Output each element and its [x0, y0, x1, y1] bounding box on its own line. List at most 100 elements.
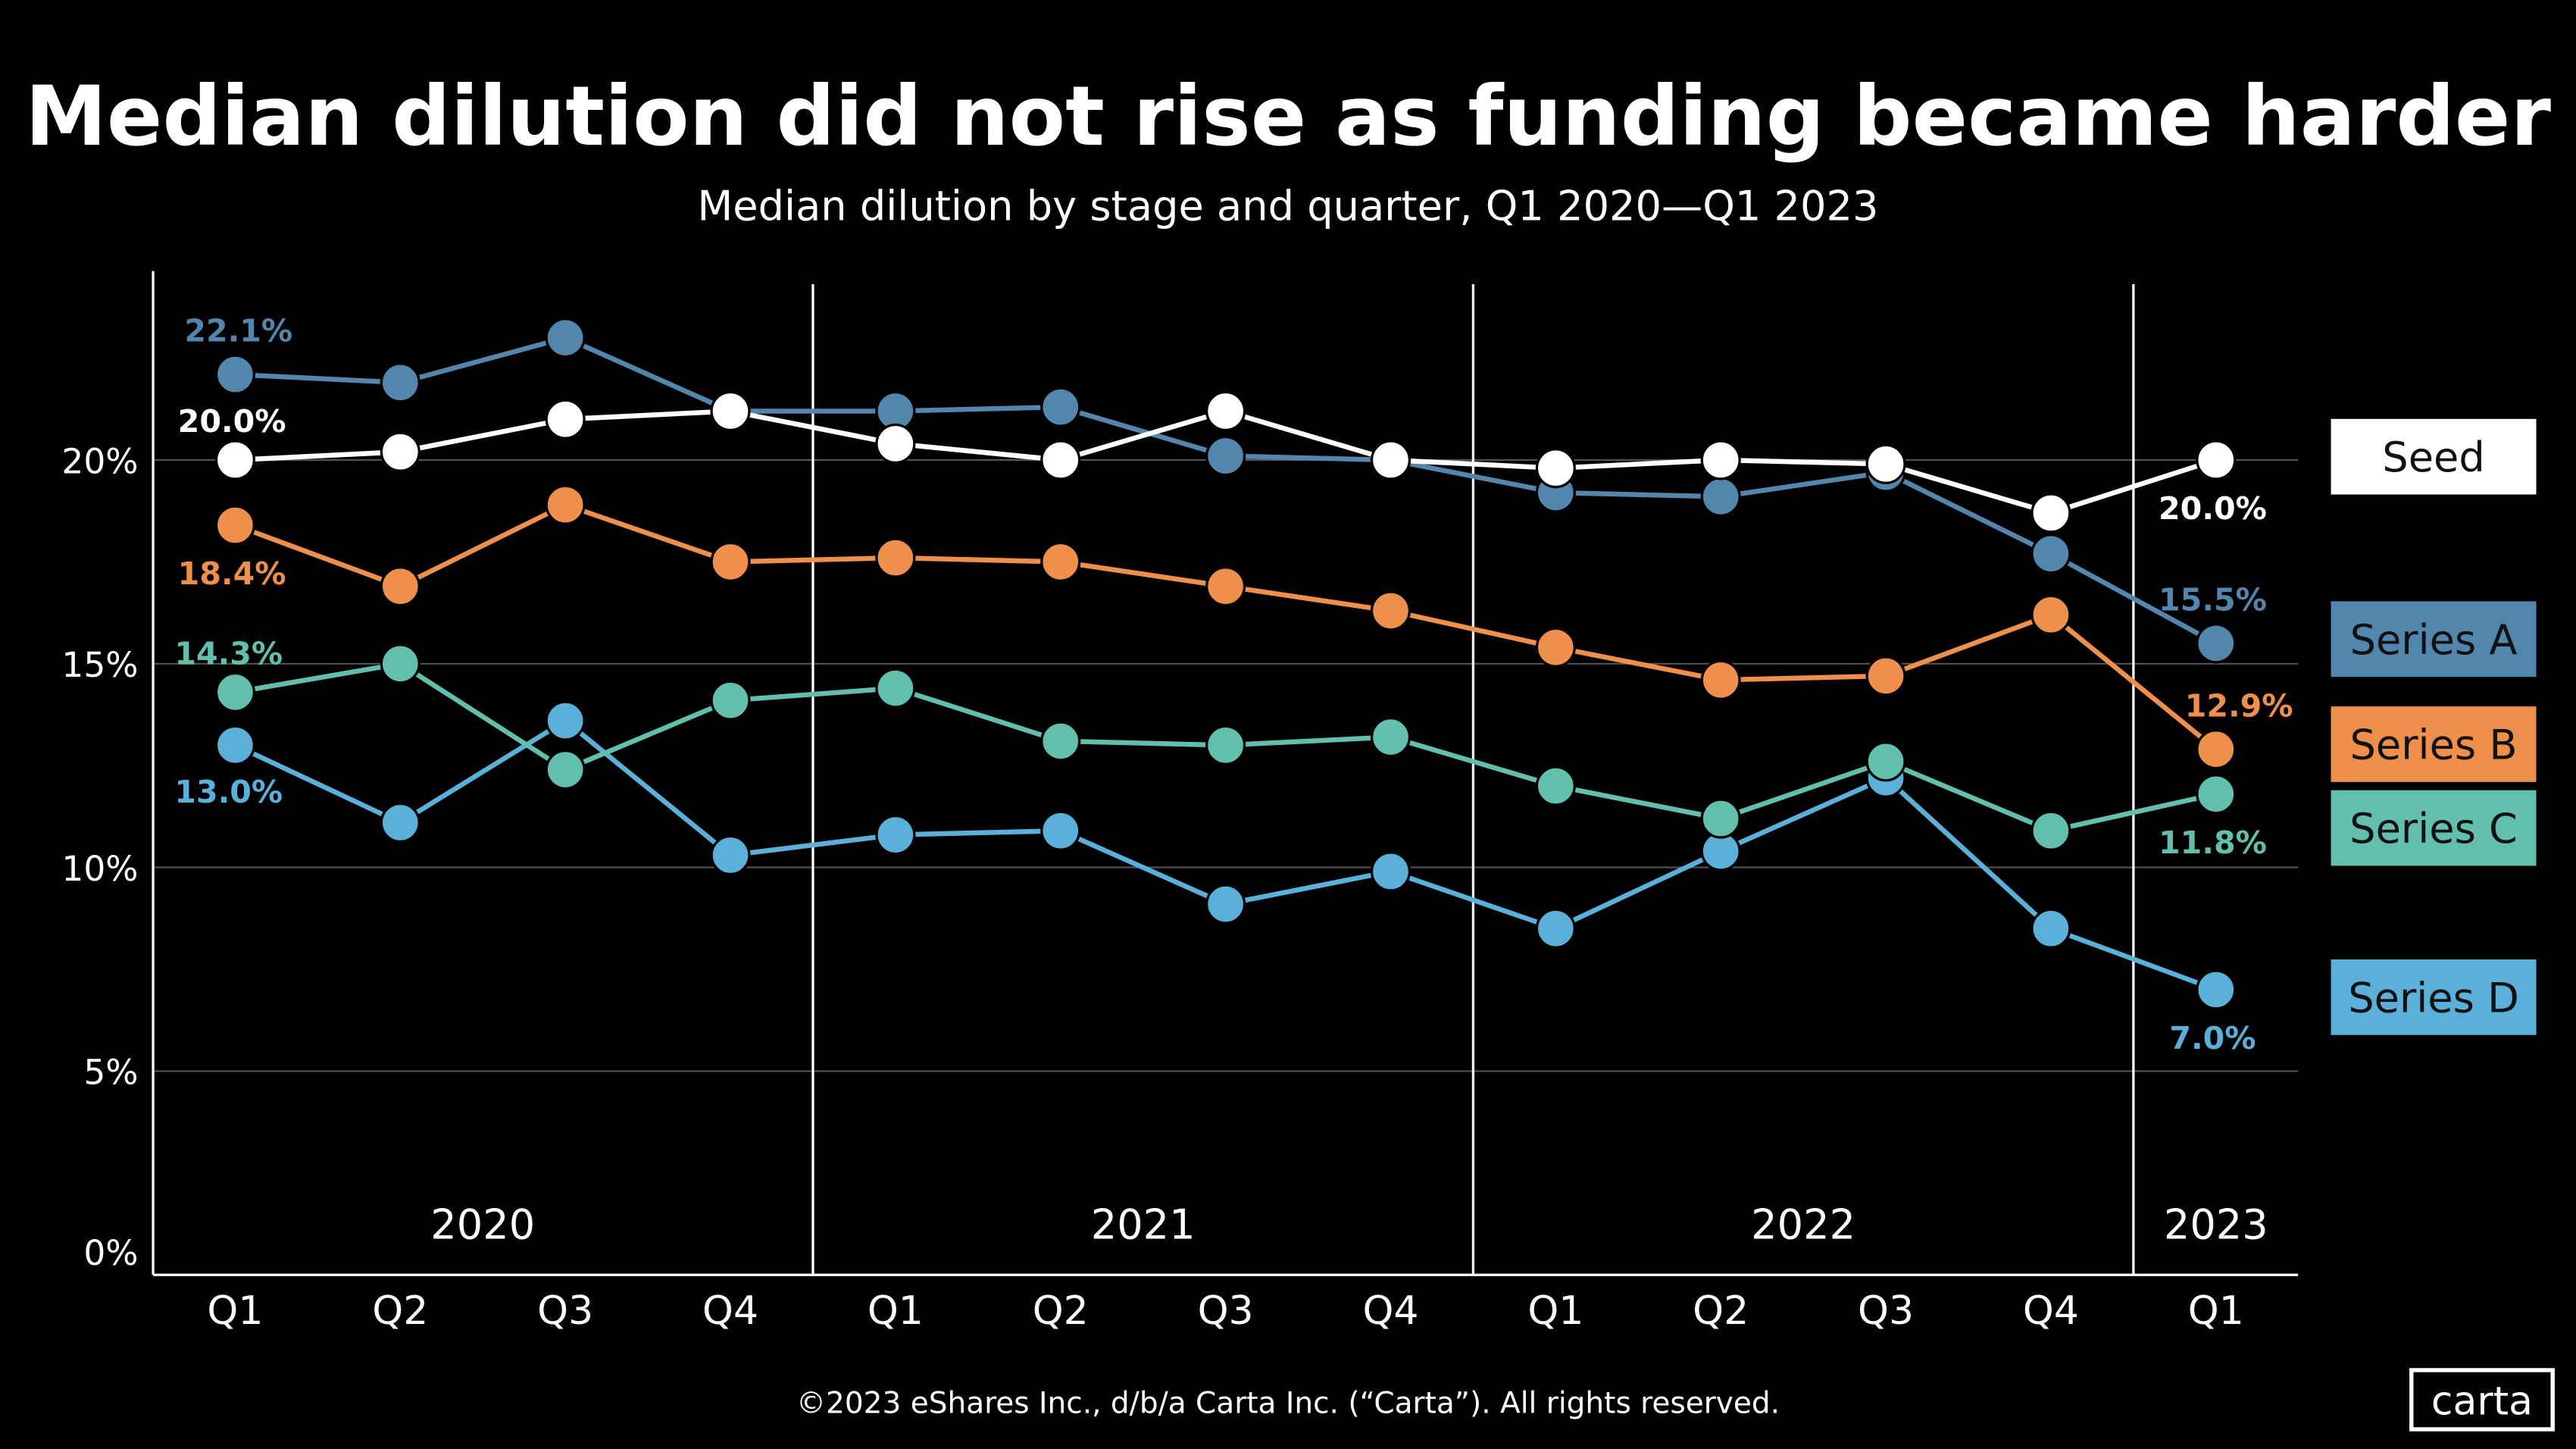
x-tick-labels: Q1 Q2 Q3 Q4 Q1 Q2 Q3 Q4 Q1 Q2 Q3 Q4 Q1: [207, 1288, 2243, 1334]
data-label-series-b: 12.9%: [2185, 687, 2293, 724]
x-tick-label: Q2: [1693, 1288, 1749, 1334]
data-point-series-a: [1040, 387, 1081, 427]
legend: Series A Seed Series B Series C Series D: [2331, 418, 2537, 1035]
carta-logo-text: carta: [2431, 1379, 2533, 1424]
year-label: 2023: [2164, 1201, 2268, 1249]
series-series-b: [214, 484, 2237, 770]
legend-label-seed: Seed: [2382, 433, 2484, 481]
data-label-series-b: 18.4%: [178, 556, 286, 592]
data-point-series-b: [1865, 656, 1906, 696]
data-point-series-c: [1205, 724, 1246, 765]
data-point-series-d: [1205, 884, 1246, 925]
data-point-seed: [1700, 440, 1741, 480]
data-point-series-d: [2030, 908, 2071, 949]
legend-label-series-c: Series C: [2349, 805, 2518, 853]
legend-label-series-a: Series A: [2350, 616, 2518, 664]
data-point-seed: [710, 390, 751, 432]
data-point-seed: [1040, 440, 1081, 480]
data-label-seed: 20.0%: [178, 403, 286, 440]
data-point-series-d: [1370, 851, 1411, 892]
series-series-a: [214, 318, 2237, 664]
y-tick-label: 5%: [83, 1053, 138, 1093]
data-point-seed: [1370, 440, 1411, 480]
data-label-series-a: 15.5%: [2159, 582, 2267, 618]
series-series-c: [214, 643, 2237, 851]
legend-label-series-d: Series D: [2348, 974, 2519, 1022]
data-point-series-c: [1370, 717, 1411, 758]
data-point-series-c: [214, 671, 255, 712]
x-tick-label: Q4: [702, 1288, 758, 1334]
y-tick-label: 20%: [61, 441, 138, 481]
data-point-series-b: [1535, 627, 1576, 668]
data-point-series-c: [2030, 810, 2071, 851]
y-tick-label: 15%: [61, 645, 138, 685]
data-point-series-c: [1040, 721, 1081, 762]
data-point-series-b: [2030, 594, 2071, 635]
data-point-series-b: [875, 537, 916, 578]
data-point-series-d: [875, 815, 916, 856]
y-tick-label: 10%: [61, 849, 138, 889]
data-label-series-c: 14.3%: [174, 636, 283, 672]
legend-item-series-a: Series A: [2331, 601, 2537, 678]
series-group: [214, 318, 2237, 1010]
year-label: 2022: [1751, 1201, 1855, 1249]
data-point-series-d: [2196, 969, 2237, 1010]
data-point-series-b: [2196, 729, 2237, 770]
data-point-series-b: [545, 484, 586, 525]
data-point-series-a: [380, 362, 420, 403]
data-point-seed: [545, 399, 586, 440]
copyright-footer: ©2023 eShares Inc., d/b/a Carta Inc. (“C…: [796, 1386, 1780, 1420]
data-point-series-d: [214, 724, 255, 765]
legend-item-series-b: Series B: [2331, 706, 2537, 782]
year-label: 2021: [1091, 1201, 1196, 1249]
data-point-seed: [1535, 448, 1576, 489]
data-point-series-d: [1040, 810, 1081, 851]
data-point-series-b: [1040, 541, 1081, 582]
x-tick-label: Q1: [1527, 1288, 1583, 1334]
x-tick-label: Q4: [2023, 1288, 2079, 1334]
data-point-series-d: [380, 802, 420, 843]
data-point-seed: [1865, 443, 1906, 484]
data-point-series-c: [1700, 798, 1741, 839]
data-label-series-d: 13.0%: [174, 774, 283, 810]
data-point-series-d: [1535, 908, 1576, 949]
carta-logo-frame: [2409, 1368, 2555, 1432]
x-tick-label: Q3: [1198, 1288, 1254, 1334]
data-point-series-c: [1865, 741, 1906, 782]
y-tick-labels: 0% 5% 10% 15% 20%: [61, 441, 138, 1273]
data-point-series-c: [1535, 765, 1576, 806]
legend-item-seed: Seed: [2331, 418, 2537, 495]
legend-label-series-b: Series B: [2350, 721, 2518, 769]
data-point-series-a: [1205, 436, 1246, 477]
grid: [153, 284, 2299, 1275]
data-label-series-a: 22.1%: [184, 313, 292, 349]
data-point-seed: [2030, 493, 2071, 534]
data-label-series-d: 7.0%: [2169, 1020, 2256, 1056]
data-point-series-c: [545, 750, 586, 790]
legend-swatch-series-b: [2331, 706, 2537, 782]
data-point-seed: [1205, 390, 1246, 432]
legend-swatch-seed: [2331, 418, 2537, 495]
data-point-series-b: [710, 541, 751, 582]
data-point-series-c: [710, 680, 751, 721]
x-tick-label: Q1: [207, 1288, 263, 1334]
legend-item-series-c: Series C: [2331, 790, 2537, 866]
data-point-series-b: [214, 505, 255, 546]
data-point-series-c: [380, 643, 420, 684]
data-label-series-c: 11.8%: [2159, 825, 2267, 861]
data-point-series-a: [545, 318, 586, 358]
data-point-seed: [2196, 440, 2237, 480]
data-point-series-a: [214, 354, 255, 395]
legend-swatch-series-c: [2331, 790, 2537, 866]
carta-logo: carta: [2409, 1368, 2555, 1432]
series-seed: [214, 390, 2237, 534]
x-tick-label: Q2: [1033, 1288, 1089, 1334]
data-point-seed: [380, 431, 420, 472]
data-point-series-b: [380, 566, 420, 607]
x-tick-label: Q2: [372, 1288, 428, 1334]
data-point-series-a: [2030, 534, 2071, 574]
data-point-series-a: [1700, 476, 1741, 517]
axes: [152, 271, 2299, 1276]
x-tick-label: Q1: [868, 1288, 924, 1334]
